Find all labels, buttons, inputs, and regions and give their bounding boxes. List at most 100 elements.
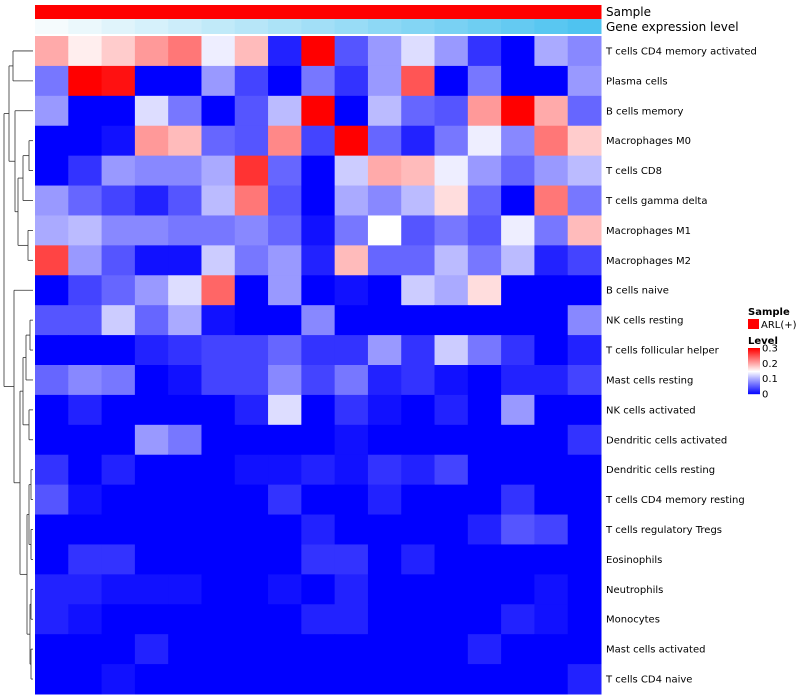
gene-expression-annotation-cell [467, 19, 502, 34]
heatmap-cell [467, 36, 502, 67]
sample-annotation-cell [501, 5, 535, 19]
legend-tick-label: 0.2 [762, 359, 778, 370]
heatmap-cell [434, 664, 469, 695]
heatmap-cell [301, 634, 336, 665]
heatmap-cell [168, 185, 202, 216]
heatmap-cell [534, 454, 569, 486]
heatmap-cell [134, 95, 169, 127]
heatmap-cell [134, 155, 169, 187]
heatmap-cell [567, 574, 602, 605]
heatmap-cell [301, 65, 336, 97]
heatmap-cell [534, 604, 569, 635]
legend-level-title: Level [748, 336, 778, 347]
annotation-label-gene-expression: Gene expression level [606, 20, 739, 34]
heatmap-cell [168, 664, 202, 695]
heatmap-cell [268, 215, 302, 246]
heatmap-cell [201, 604, 236, 635]
heatmap-cell [301, 604, 336, 635]
gene-expression-annotation-cell [268, 19, 302, 34]
heatmap-cell [234, 574, 269, 605]
legend: Sample ARL(+) Level 0.3 0.2 0.1 0 [748, 307, 797, 401]
heatmap-cell [334, 574, 369, 605]
sample-annotation-cell [101, 5, 136, 19]
heatmap-cell [68, 484, 103, 516]
legend-gradient-step [748, 357, 760, 359]
sample-annotation-cell [334, 5, 369, 19]
heatmap-cell [201, 514, 236, 545]
heatmap-cell [534, 664, 569, 695]
heatmap-cell [168, 95, 202, 127]
legend-gradient-step [748, 391, 760, 393]
heatmap-cell [367, 155, 402, 187]
heatmap-cell [467, 574, 502, 605]
gene-expression-annotation-cell [401, 19, 436, 34]
heatmap-cell [68, 664, 103, 695]
heatmap-cell [101, 604, 136, 635]
heatmap-cell [334, 484, 369, 516]
heatmap-cell [367, 65, 402, 97]
heatmap-cell [168, 634, 202, 665]
legend-gradient-step [748, 389, 760, 391]
heatmap-cell [434, 275, 469, 306]
legend-gradient-step [748, 365, 760, 367]
heatmap-cell [401, 335, 436, 366]
heatmap-cell [268, 634, 302, 665]
heatmap-cell [334, 544, 369, 575]
heatmap-cell [301, 245, 336, 276]
heatmap-cell [534, 305, 569, 336]
heatmap-cell [434, 514, 469, 545]
heatmap-cell [35, 544, 69, 575]
heatmap-cell [134, 604, 169, 635]
heatmap-cell [35, 454, 69, 486]
heatmap-cell [567, 484, 602, 516]
legend-tick-labels: 0.3 0.2 0.1 0 [762, 344, 778, 401]
heatmap-cell [68, 275, 103, 306]
heatmap-cell [367, 245, 402, 276]
heatmap-cell [134, 185, 169, 216]
heatmap-cell [367, 454, 402, 486]
heatmap-cell [567, 664, 602, 695]
heatmap-cell [367, 394, 402, 426]
legend-gradient-step [748, 356, 760, 358]
heatmap-cell [367, 544, 402, 575]
heatmap-cell [201, 185, 236, 216]
heatmap-cell [367, 335, 402, 366]
heatmap-cell [401, 185, 436, 216]
heatmap-cell [534, 634, 569, 665]
heatmap-cell [35, 305, 69, 336]
sample-annotation-cell [201, 5, 236, 19]
heatmap-cell [501, 604, 535, 635]
heatmap-cell [434, 155, 469, 187]
heatmap-cell [501, 215, 535, 246]
gene-expression-annotation-cell [567, 19, 602, 34]
gene-expression-annotation-cell [234, 19, 269, 34]
heatmap-cell [101, 245, 136, 276]
heatmap-cell [534, 65, 569, 97]
heatmap-cell [301, 664, 336, 695]
heatmap-cell [68, 424, 103, 456]
heatmap-cell [35, 95, 69, 127]
heatmap-cell [234, 275, 269, 306]
heatmap-cell [68, 454, 103, 486]
sample-annotation-cell [268, 5, 302, 19]
heatmap-cell [234, 245, 269, 276]
heatmap-cell [68, 365, 103, 396]
heatmap-cell [301, 514, 336, 545]
heatmap-cell [201, 634, 236, 665]
sample-annotation-cell [434, 5, 469, 19]
heatmap-cell [234, 424, 269, 456]
heatmap-cell [101, 125, 136, 157]
heatmap-cell [501, 634, 535, 665]
row-label: Macrophages M1 [606, 226, 691, 237]
heatmap-cell [35, 185, 69, 216]
heatmap-cell [134, 275, 169, 306]
legend-gradient-step [748, 360, 760, 362]
heatmap-cell [501, 394, 535, 426]
heatmap-cell [467, 245, 502, 276]
heatmap-cell [534, 275, 569, 306]
heatmap-cell [334, 394, 369, 426]
legend-gradient-step [748, 366, 760, 368]
heatmap-cell [101, 484, 136, 516]
heatmap-cell [101, 514, 136, 545]
